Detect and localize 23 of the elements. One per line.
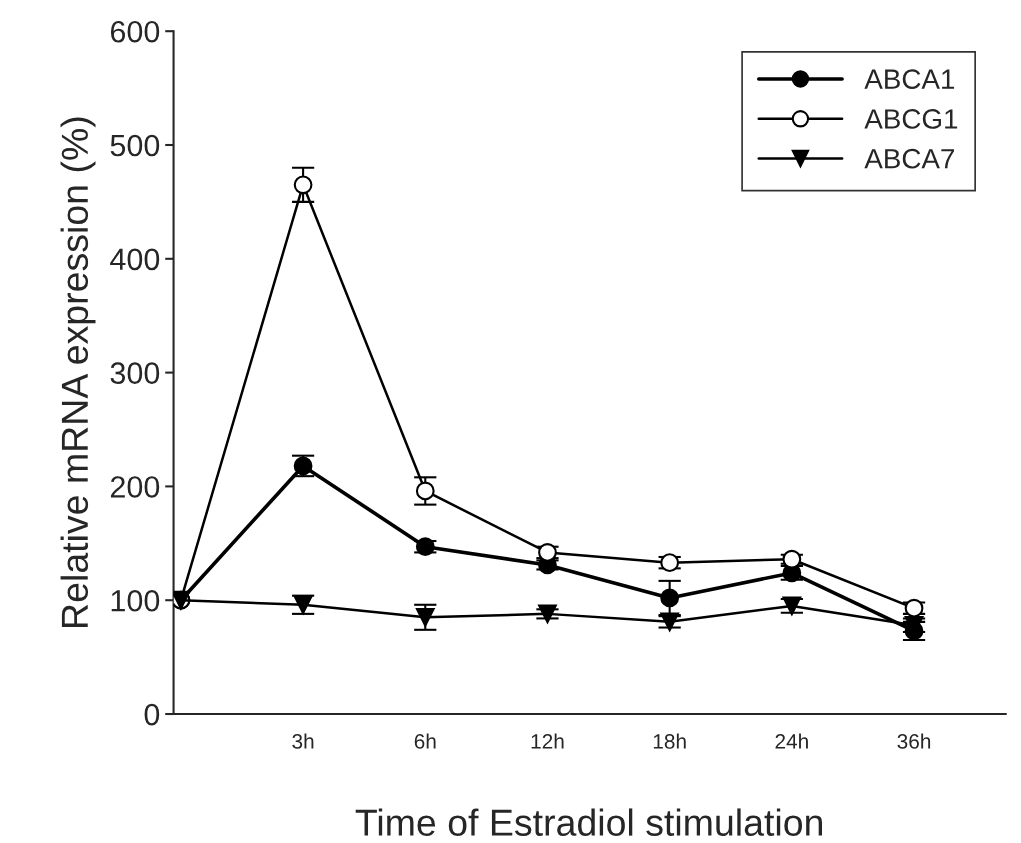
y-tick-label: 500	[110, 134, 160, 157]
x-tick-label: 24h	[775, 733, 808, 749]
y-tick-label: 100	[111, 589, 160, 612]
y-tick-label: 400	[110, 248, 160, 271]
y-tick-label: 200	[110, 476, 160, 498]
point	[415, 481, 435, 501]
y-tick-label: 300	[110, 362, 160, 384]
x-tick-label: 36h	[897, 733, 931, 749]
y-tick-label: 600	[110, 20, 160, 43]
point	[293, 175, 313, 195]
x-tick-label: 6h	[414, 733, 436, 749]
x-tick-label: 18h	[653, 733, 686, 749]
legend-label: ABCG1	[864, 109, 958, 129]
legend-label: ABCA7	[864, 148, 955, 169]
point	[660, 588, 680, 608]
legend-label: ABCA1	[864, 69, 955, 89]
point	[782, 549, 802, 569]
x-tick-label: 3h	[292, 733, 314, 749]
y-axis-title: Relative mRNA expression (%)	[60, 117, 96, 627]
x-tick-label: 12h	[531, 733, 564, 749]
y-tick-label: 0	[144, 703, 160, 726]
point	[538, 604, 557, 624]
x-axis-title: Time of Estradiol stimulation	[355, 808, 822, 836]
